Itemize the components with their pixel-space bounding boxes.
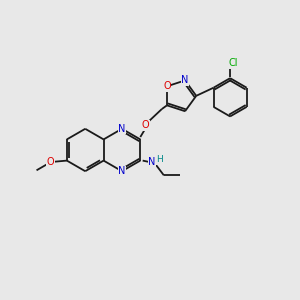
Text: Cl: Cl [228,58,238,68]
Text: N: N [118,166,126,176]
Text: O: O [47,157,55,167]
Text: N: N [118,124,126,134]
Text: N: N [148,157,156,167]
Text: O: O [142,120,149,130]
Text: N: N [182,75,189,85]
Text: O: O [163,81,171,91]
Text: H: H [156,155,163,164]
